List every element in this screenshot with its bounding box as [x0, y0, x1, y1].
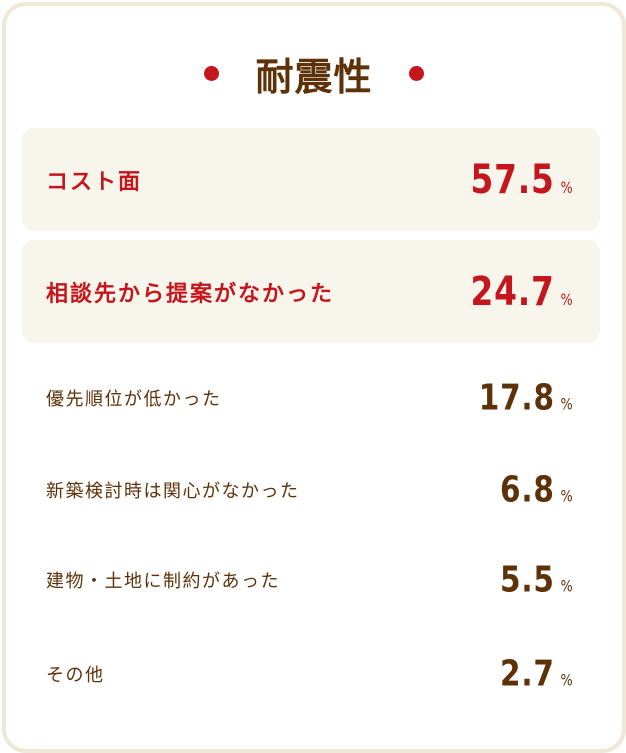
list-item: 優先順位が低かった 17.8%: [22, 346, 600, 449]
value-number: 6.8: [500, 469, 555, 510]
list-item: 相談先から提案がなかった 24.7%: [22, 240, 600, 343]
value-number: 24.7: [470, 268, 555, 315]
value-number: 2.7: [500, 653, 555, 694]
bullet-dot-icon: [408, 66, 424, 81]
item-label: 優先順位が低かった: [46, 388, 222, 410]
item-value: 57.5%: [452, 157, 574, 203]
list-item: 新築検討時は関心がなかった 6.8%: [22, 438, 600, 541]
percent-unit: %: [560, 486, 573, 505]
item-label: 新築検討時は関心がなかった: [46, 480, 300, 502]
item-value: 2.7%: [488, 653, 574, 694]
item-value: 17.8%: [462, 377, 574, 418]
percent-unit: %: [560, 394, 573, 413]
percent-unit: %: [560, 670, 573, 689]
item-label: その他: [46, 664, 105, 686]
bullet-dot-icon: [204, 66, 220, 81]
item-label: 相談先から提案がなかった: [46, 281, 335, 307]
item-value: 24.7%: [452, 269, 574, 315]
value-number: 17.8: [478, 377, 555, 418]
card-title: 耐震性: [255, 55, 373, 99]
value-number: 57.5: [470, 156, 555, 203]
item-label: 建物・土地に制約があった: [46, 570, 280, 592]
percent-unit: %: [560, 289, 573, 309]
item-label: コスト面: [46, 169, 143, 195]
item-value: 5.5%: [488, 559, 574, 600]
card-header: 耐震性: [6, 46, 622, 99]
list-item: コスト面 57.5%: [22, 128, 600, 231]
list-item: 建物・土地に制約があった 5.5%: [22, 528, 600, 631]
percent-unit: %: [560, 576, 573, 595]
percent-unit: %: [560, 177, 573, 197]
item-value: 6.8%: [488, 469, 574, 510]
list-item: その他 2.7%: [22, 622, 600, 725]
value-number: 5.5: [500, 559, 555, 600]
